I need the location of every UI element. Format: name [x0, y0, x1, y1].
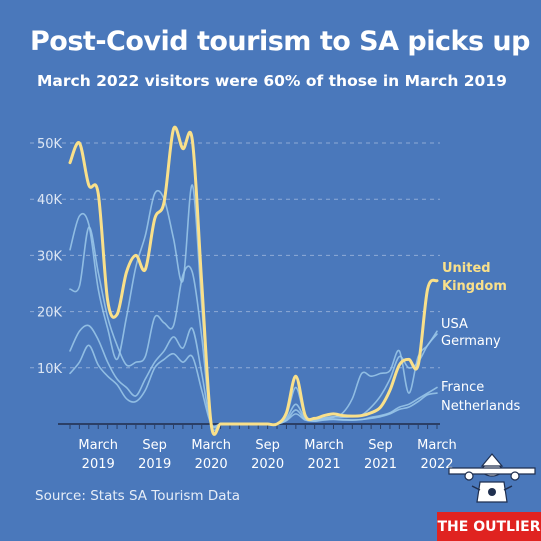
- x-tick-label: March: [304, 438, 344, 453]
- series-line-united-kingdom: [68, 125, 439, 436]
- x-tick-label: March: [78, 438, 118, 453]
- gridlines: [30, 142, 440, 369]
- brand-logo: THE OUTLIER: [437, 512, 541, 541]
- series-label: Kingdom: [442, 279, 507, 294]
- series-line-france: [69, 324, 438, 429]
- series-label: Netherlands: [441, 399, 520, 414]
- x-tick-label: Sep: [255, 438, 280, 453]
- series-label: United: [442, 261, 491, 276]
- x-tick-label: 2020: [195, 457, 228, 472]
- source-note: Source: Stats SA Tourism Data: [35, 488, 241, 504]
- x-tick-label: 2022: [420, 457, 453, 472]
- x-axis-labels: March 2019 Sep 2019 March 2020 Sep 2020 March 202…: [78, 438, 456, 472]
- airplane-illustration: [448, 453, 536, 503]
- y-axis-labels: 10K 20K 30K 40K 50K: [37, 137, 63, 377]
- series-label: USA: [441, 317, 468, 332]
- series-line-germany: [69, 184, 438, 434]
- series-label: France: [441, 380, 484, 395]
- y-tick-label: 40K: [37, 193, 63, 208]
- x-tick-label: March: [417, 438, 457, 453]
- x-tick-label: 2019: [82, 457, 115, 472]
- x-tick-label: 2020: [251, 457, 284, 472]
- x-tick-label: 2019: [138, 457, 171, 472]
- y-tick-label: 50K: [37, 137, 63, 152]
- y-tick-label: 10K: [37, 362, 63, 377]
- x-tick-label: 2021: [364, 457, 397, 472]
- x-tick-label: March: [191, 438, 231, 453]
- series-label: Germany: [441, 334, 501, 349]
- chart-subtitle: March 2022 visitors were 60% of those in…: [37, 72, 507, 90]
- x-tick-label: 2021: [308, 457, 341, 472]
- x-tick-label: Sep: [368, 438, 393, 453]
- series-lines: [68, 125, 439, 436]
- chart-title: Post-Covid tourism to SA picks up: [30, 26, 530, 57]
- series-labels: United Kingdom USA Germany France Netherlands: [441, 261, 520, 414]
- y-tick-label: 20K: [37, 306, 63, 321]
- x-tick-label: Sep: [142, 438, 167, 453]
- y-tick-label: 30K: [37, 249, 63, 264]
